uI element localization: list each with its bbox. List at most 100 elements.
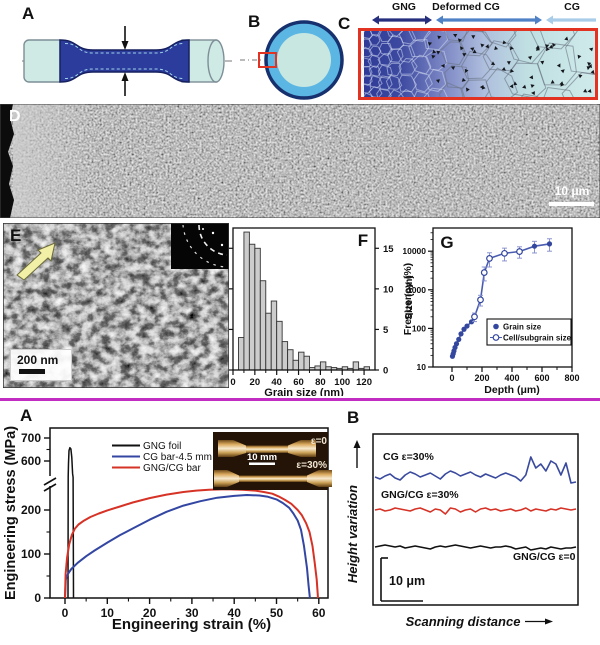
ss-y-tick: 700 — [21, 431, 41, 445]
g-x-tick: 600 — [534, 373, 549, 383]
inset-strain-30-label: ε=30% — [296, 460, 327, 471]
ss-y-tick: 200 — [21, 503, 41, 517]
e-scale-label: 200 nm — [17, 353, 59, 367]
g-point-filled — [458, 331, 464, 337]
height-variation-chart: CG ε=30% GNG/CG ε=30% GNG/CG ε=0 10 μm Heigh… — [345, 433, 579, 629]
ss-y-tick: 0 — [34, 591, 41, 605]
f-x-tick: 0 — [230, 377, 235, 388]
ss-legend-1: CG bar-4.5 mm — [143, 452, 212, 463]
ss-x-tick: 10 — [101, 606, 115, 620]
histogram-bar — [281, 341, 289, 371]
histogram-bar — [287, 349, 294, 371]
grain-size-histogram: 0 20 40 60 80 100 120 0 5 10 15 Grain size (nm) Freq… — [229, 227, 414, 396]
bottom-panel-b-label: B — [347, 408, 360, 427]
g-point-filled — [468, 319, 475, 325]
g-y-tick: 100 — [412, 323, 426, 333]
gradient-microstructure-schematic — [358, 28, 598, 100]
ss-x-tick: 40 — [228, 606, 242, 620]
histogram-bar — [248, 243, 256, 371]
zone-label-cg: CG — [564, 1, 580, 13]
zone-label-deformed-cg: Deformed CG — [432, 1, 500, 13]
histogram-bar — [352, 361, 360, 371]
g-point-open — [480, 269, 488, 276]
ss-curve-gng-cg-bar — [64, 488, 319, 599]
ss-x-tick: 0 — [62, 606, 69, 620]
hv-label-gngcg0: GNG/CG ε=0 — [513, 551, 576, 563]
ss-x-tick: 60 — [312, 606, 326, 620]
e-scale-bar — [19, 369, 45, 374]
f-y-tick: 0 — [383, 366, 388, 377]
histogram-bar — [270, 300, 278, 371]
bottom-panel-a-label: A — [20, 406, 33, 425]
g-point-open — [477, 296, 484, 304]
histogram-bar — [298, 351, 305, 371]
g-point-filled — [531, 243, 538, 249]
ss-inset-photo: ε=0 ε=30% 10 mm — [213, 432, 332, 490]
hv-y-axis-label: Height variation — [345, 485, 360, 583]
g-legend-grain-size: Grain size — [503, 323, 542, 332]
g-legend-box — [486, 318, 572, 346]
panel-d-label: D — [9, 108, 21, 125]
histogram-bar — [276, 320, 283, 371]
g-point-open — [501, 249, 508, 257]
g-x-tick: 0 — [449, 373, 454, 383]
g-point-open — [486, 255, 493, 262]
g-legend-cell-size: Cell/subgrain size — [503, 334, 572, 343]
g-point-filled — [464, 323, 470, 329]
gradient-zone-arrows — [372, 15, 596, 25]
ss-x-tick: 20 — [143, 606, 157, 620]
ss-x-axis-label: Engineering strain (%) — [112, 616, 271, 633]
g-y-tick: 1000 — [407, 285, 426, 295]
ss-curve-cg-bar-4-5-mm — [64, 494, 311, 599]
e-scale-box: 200 nm — [10, 349, 72, 381]
hv-trace-cg-30- — [374, 456, 577, 484]
f-x-tick: 100 — [334, 377, 350, 388]
ss-y-tick: 600 — [21, 454, 41, 468]
ss-curve-gng-foil — [67, 446, 75, 599]
f-y-tick: 10 — [383, 284, 394, 295]
f-x-tick: 80 — [315, 377, 326, 388]
ss-y-axis-label: Engineering stress (MPa) — [3, 426, 19, 600]
f-x-tick: 40 — [271, 377, 282, 388]
hv-x-axis-label: Scanning distance — [406, 614, 521, 629]
g-point-open — [516, 248, 523, 255]
g-point-filled — [546, 241, 553, 247]
panel-b-label: B — [248, 12, 261, 31]
g-x-tick: 800 — [564, 373, 579, 383]
panel-e-label: E — [10, 226, 22, 245]
f-y-tick: 5 — [383, 325, 389, 336]
hv-scale-label: 10 μm — [389, 574, 425, 588]
g-y-axis-label: Size (nm) — [404, 275, 415, 319]
inset-scale-label: 10 mm — [247, 452, 277, 463]
panel-c-label: C — [338, 14, 351, 33]
g-x-tick: 400 — [504, 373, 519, 383]
section-divider — [0, 398, 600, 401]
histogram-bar — [319, 361, 327, 371]
ss-x-tick: 50 — [270, 606, 284, 620]
inset-strain-0-label: ε=0 — [311, 436, 328, 447]
panel-g-label: G — [440, 233, 453, 252]
size-vs-depth-plot: 0 200 400 600 800 10 100 1000 10000 Depth (μm) Siz… — [403, 227, 580, 396]
f-x-axis-label: Grain size (nm) — [264, 387, 344, 396]
histogram-bar — [292, 359, 299, 371]
hv-trace-gng-cg-0 — [374, 544, 577, 551]
cross-section-schematic — [240, 20, 344, 100]
ss-y-tick: 100 — [21, 547, 41, 561]
g-point-filled — [453, 341, 460, 347]
d-scale-label: 10 μm — [554, 184, 590, 198]
histogram-bar — [259, 280, 267, 371]
g-point-filled — [456, 336, 462, 342]
f-y-tick: 15 — [383, 244, 394, 255]
f-x-tick: 20 — [250, 377, 261, 388]
hv-label-cg30: CG ε=30% — [383, 451, 434, 463]
histogram-bar — [254, 247, 261, 371]
g-point-open — [471, 313, 478, 321]
histogram-bar — [303, 355, 310, 371]
d-scale-bar — [549, 202, 594, 206]
histogram-bar — [265, 312, 272, 371]
g-x-axis-label: Depth (μm) — [484, 384, 539, 396]
hv-trace-gng-cg-30- — [374, 507, 577, 515]
tensile-specimen-schematic — [22, 26, 232, 96]
sem-cross-section-image — [0, 104, 600, 218]
